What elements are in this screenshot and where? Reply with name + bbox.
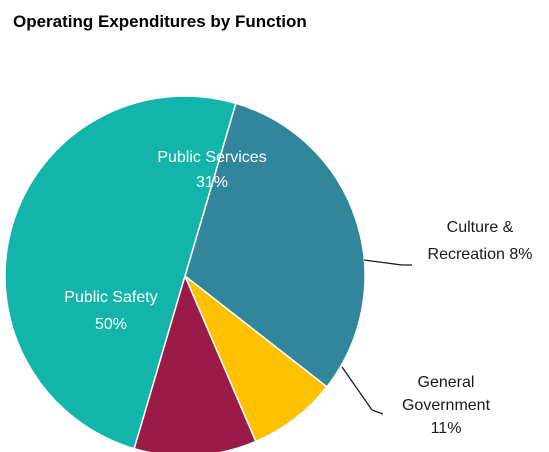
- leader-line-culture-recreation: [363, 259, 412, 266]
- leader-line-general-government: [341, 366, 384, 415]
- slice-label-line: Culture &: [447, 219, 514, 236]
- pie-slices: [4, 95, 366, 452]
- leader-lines: [341, 259, 412, 415]
- slice-label-line: General: [418, 374, 475, 391]
- slice-labels: Public Services 31% Public Safety 50% Genera…: [64, 149, 532, 437]
- slice-label-public-services: Public Services 31%: [157, 149, 266, 191]
- pie-slice-public-safety: [4, 95, 237, 450]
- slice-label-line: 11%: [431, 420, 462, 437]
- slice-label-line: Public Services: [157, 149, 266, 166]
- pie-slice-general-government: [133, 273, 257, 452]
- slice-label-line: 31%: [196, 174, 228, 191]
- pie-slice-culture-recreation: [184, 275, 328, 443]
- slice-label-line: 50%: [95, 316, 127, 333]
- slice-label-culture-recreation: Culture & Recreation 8%: [428, 219, 533, 263]
- slice-label-public-safety: Public Safety 50%: [64, 289, 157, 333]
- slice-label-line: Public Safety: [64, 289, 157, 306]
- chart-title: Operating Expenditures by Function: [13, 12, 307, 31]
- pie-slice-public-services: [184, 102, 366, 388]
- slice-label-line: Recreation 8%: [428, 246, 533, 263]
- slice-label-line: Government: [402, 397, 491, 414]
- slice-label-general-government: General Government 11%: [402, 374, 491, 437]
